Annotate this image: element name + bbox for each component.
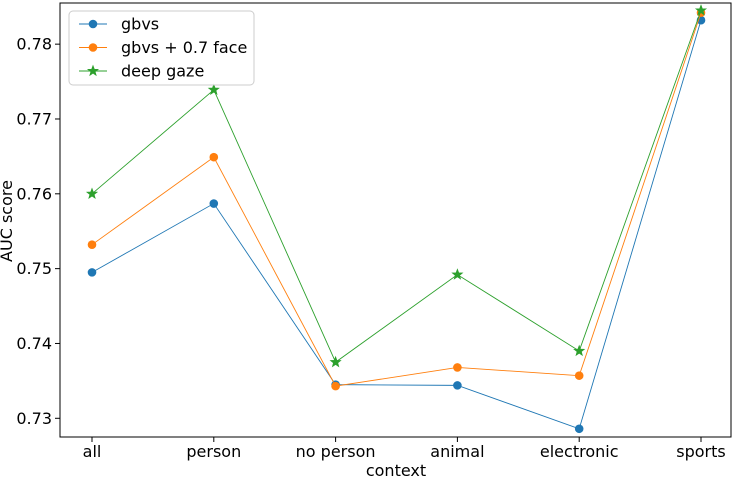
x-tick-label: all [83, 442, 102, 461]
data-point [574, 371, 584, 380]
y-tick-label: 0.77 [16, 109, 52, 128]
legend-marker [88, 43, 98, 52]
series-deep-gaze [85, 4, 708, 368]
y-tick-label: 0.76 [16, 184, 52, 203]
y-tick-label: 0.78 [16, 35, 52, 54]
legend-marker [88, 19, 98, 29]
data-point [87, 240, 97, 249]
legend-label: gbvs + 0.7 face [121, 38, 247, 57]
legend-label: gbvs [121, 15, 159, 34]
data-point [453, 363, 462, 372]
data-point [209, 199, 219, 208]
series-line [91, 10, 702, 363]
data-point [573, 344, 586, 357]
data-point [694, 4, 708, 16]
x-tick-label: sports [676, 442, 725, 461]
y-axis: 0.73 0.74 0.75 0.76 0.77 0.78 [16, 35, 60, 428]
x-axis: all person no person animal electronic sports [83, 437, 726, 461]
data-point [329, 355, 342, 368]
data-point [574, 424, 584, 434]
data-point [453, 381, 462, 390]
y-tick-label: 0.75 [16, 259, 52, 278]
data-point [209, 152, 219, 162]
x-tick-label: electronic [540, 442, 619, 461]
data-point [451, 268, 464, 280]
legend-marker [86, 64, 100, 77]
y-tick-label: 0.73 [16, 409, 52, 428]
x-tick-label: person [186, 442, 241, 461]
data-point [207, 83, 220, 95]
legend-label: deep gaze [121, 62, 204, 81]
series-layer [85, 4, 708, 434]
legend-item: gbvs [79, 15, 159, 34]
series-line [91, 12, 702, 387]
legend-item: deep gaze [79, 62, 204, 81]
x-tick-label: no person [296, 442, 376, 461]
x-axis-title: context [366, 461, 426, 479]
y-tick-label: 0.74 [16, 334, 52, 353]
series-line [91, 20, 702, 430]
plot-frame [59, 2, 732, 438]
series-gbvs-0-7-face [87, 8, 706, 391]
legend-item: gbvs + 0.7 face [79, 38, 247, 57]
data-point [87, 268, 97, 277]
y-axis-title: AUC score [0, 180, 16, 262]
legend: gbvs gbvs + 0.7 face deep gaze [68, 10, 255, 86]
data-point [85, 187, 99, 199]
x-tick-label: animal [430, 442, 484, 461]
legend-box [68, 10, 255, 86]
data-point [331, 381, 340, 391]
